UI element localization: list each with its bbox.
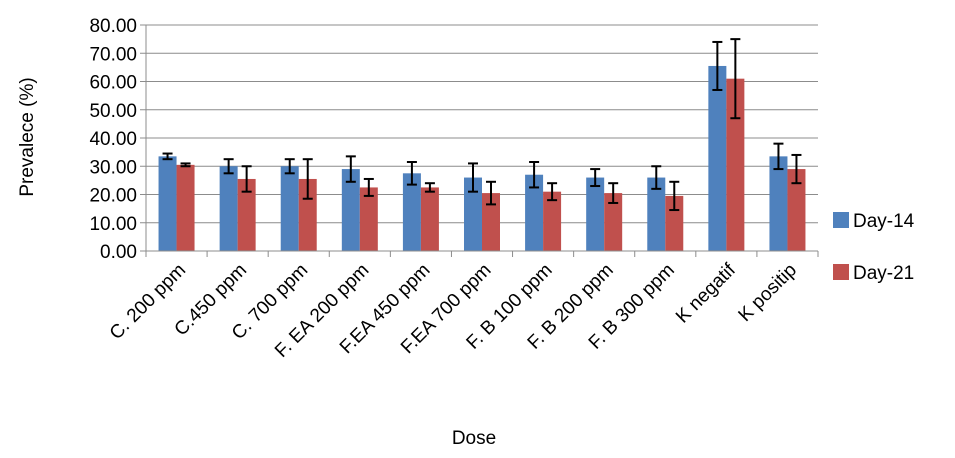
error-bar	[791, 153, 802, 185]
error-bar	[363, 177, 374, 197]
y-tick-labels: 0.00 10.00 20.00 30.00 40.00 50.00 60.00 70.00 8…	[89, 16, 137, 263]
bar-day-14	[769, 156, 788, 251]
error-bar	[468, 162, 478, 193]
error-bar	[712, 40, 723, 91]
y-tick-label: 40.00	[89, 129, 137, 150]
error-bar	[730, 38, 741, 120]
y-tick-label: 10.00	[89, 214, 137, 235]
y-tick-label: 0.00	[100, 242, 137, 263]
legend: Day-14 Day-21	[833, 211, 915, 284]
bar-day-21	[787, 169, 806, 251]
error-bar	[424, 182, 435, 193]
bar-day-21	[237, 178, 256, 251]
error-bar	[302, 158, 313, 200]
gridlines	[146, 24, 818, 224]
legend-swatch	[833, 264, 849, 280]
error-bar	[284, 158, 295, 175]
bar-day-21	[420, 187, 439, 251]
x-tick-label: K negatif	[672, 259, 740, 327]
error-bars	[162, 38, 802, 212]
x-tick-label: K positip	[735, 260, 801, 326]
bar-day-21	[359, 187, 378, 251]
bar-day-14	[586, 177, 605, 251]
y-tick-label: 80.00	[89, 16, 137, 37]
axes	[140, 24, 819, 257]
bar-day-14	[464, 177, 482, 251]
x-axis-title: Dose	[452, 428, 496, 449]
error-bar	[651, 165, 662, 190]
legend-label: Day-14	[853, 211, 915, 232]
error-bar	[223, 158, 234, 175]
legend-item: Day-21	[833, 263, 914, 284]
legend-swatch	[833, 212, 849, 228]
y-tick-label: 60.00	[89, 73, 137, 94]
legend-label: Day-21	[853, 263, 914, 284]
error-bar	[180, 162, 191, 168]
error-bar	[406, 161, 417, 186]
bar-day-21	[176, 164, 195, 251]
y-tick-label: 30.00	[89, 157, 137, 178]
y-tick-label: 20.00	[89, 186, 137, 207]
bar-day-14	[402, 173, 421, 251]
error-bar	[241, 165, 252, 193]
bar-day-14	[280, 166, 299, 251]
bar-day-14	[647, 177, 666, 251]
bar-day-21	[726, 78, 745, 251]
bar-day-21	[543, 191, 562, 251]
error-bar	[486, 180, 496, 206]
error-bar	[529, 161, 540, 189]
y-tick-label: 70.00	[89, 44, 137, 65]
error-bar	[345, 155, 356, 183]
error-bar	[669, 180, 680, 212]
error-bar	[773, 142, 784, 171]
legend-item: Day-14	[833, 211, 915, 232]
bar-day-21	[298, 178, 317, 251]
bar-day-14	[341, 169, 360, 251]
bar-day-14	[158, 156, 177, 251]
bar-day-14	[525, 174, 544, 251]
error-bar	[590, 168, 601, 188]
error-bar	[162, 152, 173, 161]
bar-day-21	[482, 193, 500, 251]
bars	[158, 65, 806, 252]
y-tick-label: 50.00	[89, 101, 137, 122]
error-bar	[547, 182, 558, 202]
y-axis-title: Prevalece (%)	[17, 77, 38, 196]
error-bar	[608, 182, 619, 204]
bar-day-21	[604, 193, 623, 251]
bar-day-14	[219, 166, 238, 251]
bar-day-14	[708, 65, 727, 252]
